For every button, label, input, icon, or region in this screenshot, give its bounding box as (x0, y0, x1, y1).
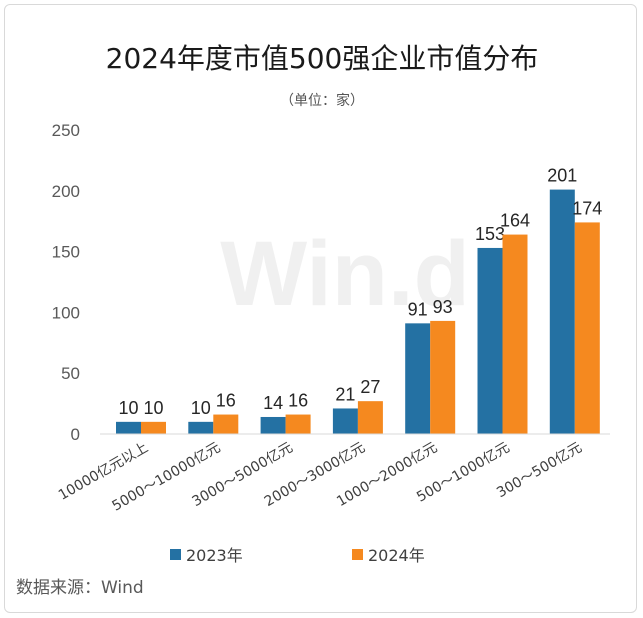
data-label: 164 (500, 211, 530, 231)
data-label: 153 (475, 224, 505, 244)
bar (574, 222, 600, 434)
data-label: 14 (263, 393, 283, 413)
y-tick-label: 100 (52, 303, 80, 322)
bar (549, 189, 575, 434)
bar (213, 414, 239, 434)
data-label: 10 (191, 398, 211, 418)
data-label: 16 (216, 391, 236, 411)
data-label: 10 (143, 398, 163, 418)
bar (260, 416, 286, 434)
bar (405, 323, 431, 434)
bar (502, 234, 528, 434)
legend-label-2023: 2023年 (186, 546, 243, 565)
y-tick-label: 50 (61, 364, 80, 383)
watermark: Win.d (220, 223, 470, 325)
bar (285, 414, 311, 434)
data-label: 174 (572, 198, 602, 218)
bar (332, 408, 358, 434)
y-axis: 0 50 100 150 200 250 (52, 121, 80, 444)
bar (430, 320, 456, 434)
data-label: 27 (360, 377, 380, 397)
y-tick-label: 250 (52, 121, 80, 140)
chart-title: 2024年度市值500强企业市值分布 (106, 42, 539, 75)
chart-subtitle: （单位：家） (280, 92, 364, 109)
legend: 2023年 2024年 (170, 546, 425, 565)
bar (357, 401, 383, 434)
data-label: 201 (547, 166, 577, 186)
data-label: 93 (433, 297, 453, 317)
legend-label-2024: 2024年 (368, 546, 425, 565)
bar (477, 247, 503, 434)
legend-swatch-2023 (170, 549, 181, 560)
bar (116, 421, 141, 434)
x-axis: 10000亿元以上5000～10000亿元3000～5000亿元2000～300… (56, 440, 585, 515)
bar (188, 421, 214, 434)
bar (141, 421, 166, 434)
y-tick-label: 150 (52, 243, 80, 262)
chart-frame (4, 4, 637, 613)
legend-swatch-2024 (352, 549, 363, 560)
y-tick-label: 200 (52, 182, 80, 201)
source-note: 数据来源：Wind (16, 578, 144, 598)
data-label: 21 (335, 384, 355, 404)
data-label: 16 (288, 391, 308, 411)
y-tick-label: 0 (71, 425, 80, 444)
data-label: 10 (118, 398, 138, 418)
data-label: 91 (408, 299, 428, 319)
